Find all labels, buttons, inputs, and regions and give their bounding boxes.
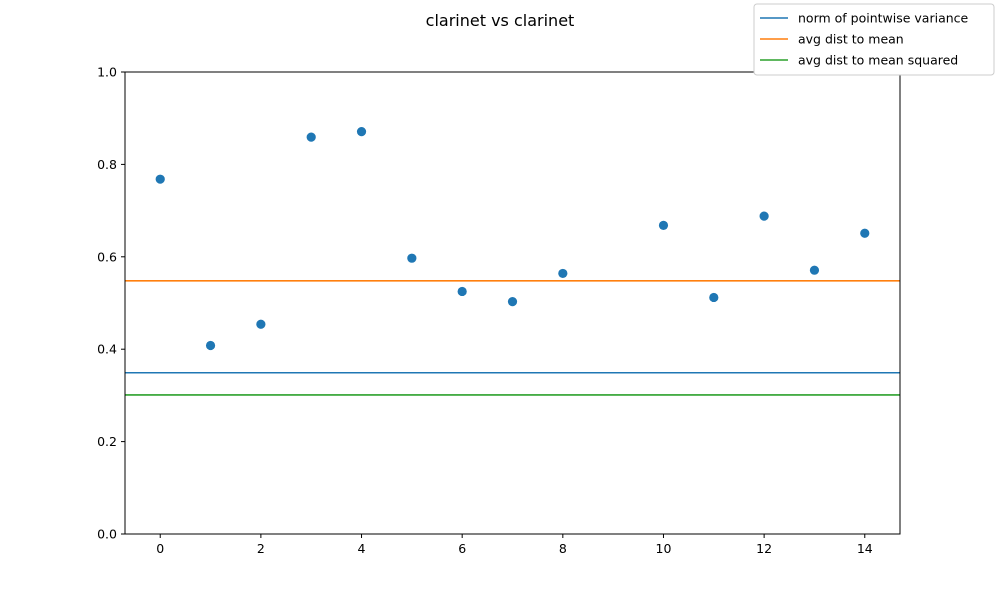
axes-frame xyxy=(124,71,901,535)
plot-area: 0 2 4 6 8 10 12 14 0.0 0.2 0.4 0.6 0.8 1.0 xyxy=(97,65,900,556)
y-tick-label: 0.8 xyxy=(97,157,117,172)
data-point xyxy=(407,253,417,263)
data-point xyxy=(356,126,367,137)
y-tick-label: 0.0 xyxy=(97,527,117,542)
x-tick-label: 10 xyxy=(656,541,672,556)
y-tick-label: 1.0 xyxy=(97,65,117,80)
y-tick-label: 0.4 xyxy=(97,342,117,357)
data-point xyxy=(860,228,870,238)
data-point xyxy=(205,340,216,351)
x-tick-label: 4 xyxy=(358,541,366,556)
data-point xyxy=(155,174,165,184)
data-point xyxy=(256,319,266,329)
data-point xyxy=(507,297,518,307)
x-tick-label: 0 xyxy=(156,541,164,556)
x-tick-label: 6 xyxy=(458,541,466,556)
legend-box xyxy=(753,3,995,76)
y-tick-label: 0.2 xyxy=(97,434,117,449)
data-point xyxy=(457,286,467,297)
chart-title: clarinet vs clarinet xyxy=(426,11,575,30)
x-tick-label: 8 xyxy=(559,541,567,556)
x-tick-label: 2 xyxy=(257,541,265,556)
x-tick-label: 12 xyxy=(756,541,772,556)
data-point xyxy=(306,132,316,142)
legend-label: avg dist to mean squared xyxy=(798,53,958,68)
data-point xyxy=(809,265,820,275)
data-point xyxy=(709,292,719,303)
y-tick-label: 0.6 xyxy=(97,249,117,264)
data-point xyxy=(759,211,769,221)
legend: norm of pointwise variance avg dist to me… xyxy=(753,3,995,76)
x-tick-label: 14 xyxy=(857,541,873,556)
data-point xyxy=(658,220,669,230)
data-point xyxy=(558,268,568,279)
legend-label: avg dist to mean xyxy=(798,32,904,47)
legend-label: norm of pointwise variance xyxy=(798,11,969,26)
